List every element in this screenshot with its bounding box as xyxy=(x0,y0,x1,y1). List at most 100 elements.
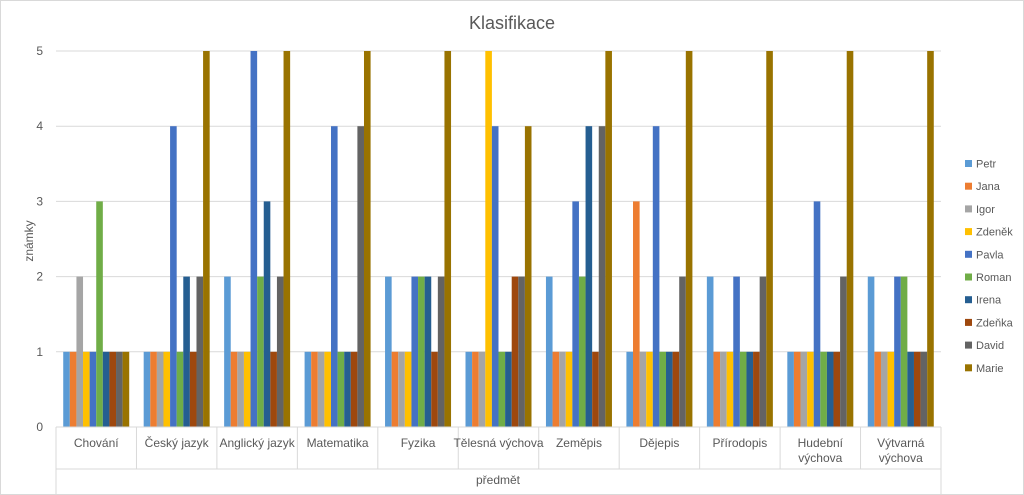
bar xyxy=(418,276,425,427)
y-axis-label: známky xyxy=(22,220,36,261)
bar xyxy=(626,351,634,427)
bar xyxy=(820,351,827,427)
bar xyxy=(565,351,573,427)
legend-swatch xyxy=(965,273,972,281)
bar xyxy=(350,351,358,427)
x-tick-label: Chování xyxy=(74,436,119,450)
bar xyxy=(243,351,251,427)
x-tick-label: Zeměpis xyxy=(556,436,602,450)
x-tick-label: Tělesná výchova xyxy=(453,436,543,450)
axes: 0 1 2 3 4 5 Chování Český jazyk Anglický jazyk Ma… xyxy=(36,44,942,494)
bar xyxy=(800,351,808,427)
bar xyxy=(276,276,284,427)
bar xyxy=(491,126,499,427)
bar xyxy=(498,351,506,427)
bar xyxy=(833,351,841,427)
bar xyxy=(813,201,821,427)
bar xyxy=(102,351,110,427)
bar xyxy=(524,126,532,427)
bar xyxy=(250,51,258,427)
bar xyxy=(411,276,419,427)
bar xyxy=(887,351,895,427)
legend-label: Irena xyxy=(976,295,1002,307)
legend-swatch xyxy=(965,364,972,372)
bar xyxy=(472,351,479,427)
bar xyxy=(437,276,445,427)
legend-label: Zdeněk xyxy=(976,227,1013,239)
bar xyxy=(598,126,606,427)
legend-swatch xyxy=(965,341,972,349)
bar xyxy=(304,351,312,427)
bar xyxy=(478,351,486,427)
x-tick-label: Dějepis xyxy=(639,436,679,450)
bar xyxy=(706,276,714,427)
bar xyxy=(230,351,238,427)
bar xyxy=(552,351,560,427)
bar xyxy=(759,276,767,427)
bar xyxy=(324,351,331,427)
bar xyxy=(122,351,130,427)
bar xyxy=(444,51,452,427)
y-tick-label: 0 xyxy=(36,420,43,434)
legend-label: Marie xyxy=(976,363,1004,375)
bar xyxy=(746,351,754,427)
bar xyxy=(713,351,721,427)
bar xyxy=(150,351,157,427)
bar xyxy=(894,276,901,427)
bars xyxy=(63,51,934,427)
bar xyxy=(83,351,90,427)
bar xyxy=(116,351,123,427)
legend-label: David xyxy=(976,340,1004,352)
bar xyxy=(646,351,653,427)
legend-label: Jana xyxy=(976,181,1001,193)
bar xyxy=(344,351,351,427)
legend-label: Zdeňka xyxy=(976,317,1014,329)
x-tick-label: Výtvarná výchova xyxy=(877,436,925,465)
bar xyxy=(163,351,171,427)
bar xyxy=(739,351,747,427)
legend-swatch xyxy=(965,182,972,190)
bar xyxy=(170,126,177,427)
bar xyxy=(385,276,392,427)
bar xyxy=(545,276,553,427)
bar xyxy=(880,351,888,427)
x-tick-label: Fyzika xyxy=(401,436,436,450)
bar xyxy=(578,276,586,427)
bar xyxy=(900,276,908,427)
bar xyxy=(69,351,77,427)
bar xyxy=(927,51,934,427)
y-tick-label: 4 xyxy=(36,119,43,133)
bar xyxy=(726,351,734,427)
bar xyxy=(63,351,70,427)
bar xyxy=(511,276,519,427)
bar xyxy=(826,351,834,427)
bar xyxy=(96,201,103,427)
bar xyxy=(156,351,164,427)
x-tick-label: Matematika xyxy=(307,436,369,450)
bar xyxy=(720,351,727,427)
bar xyxy=(357,126,364,427)
bar xyxy=(666,351,673,427)
bar xyxy=(913,351,921,427)
bar xyxy=(807,351,814,427)
bar xyxy=(431,351,438,427)
bar xyxy=(337,351,345,427)
bar xyxy=(874,351,881,427)
bar xyxy=(196,276,204,427)
bar xyxy=(283,51,291,427)
x-tick-label: Český jazyk xyxy=(145,435,210,450)
legend-label: Petr xyxy=(976,159,997,171)
bar xyxy=(518,276,525,427)
bar xyxy=(652,126,660,427)
bar xyxy=(89,351,97,427)
bar xyxy=(753,351,760,427)
y-tick-label: 2 xyxy=(36,270,43,284)
bar xyxy=(867,276,875,427)
bar xyxy=(585,126,593,427)
bar xyxy=(787,351,794,427)
bar xyxy=(505,351,512,427)
bar xyxy=(143,351,151,427)
bar xyxy=(404,351,412,427)
